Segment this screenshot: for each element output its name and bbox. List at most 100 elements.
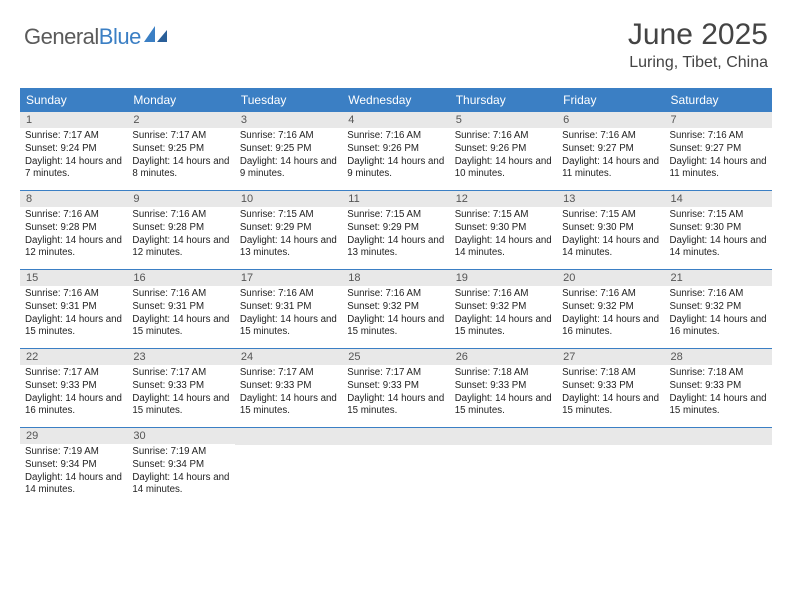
day-cell: 27Sunrise: 7:18 AMSunset: 9:33 PMDayligh… (557, 349, 664, 427)
day-body: Sunrise: 7:16 AMSunset: 9:32 PMDaylight:… (665, 286, 772, 343)
month-title: June 2025 (628, 18, 768, 52)
day-cell: 14Sunrise: 7:15 AMSunset: 9:30 PMDayligh… (665, 191, 772, 269)
day-number: 30 (127, 428, 234, 444)
day-cell: 16Sunrise: 7:16 AMSunset: 9:31 PMDayligh… (127, 270, 234, 348)
day-number: 19 (450, 270, 557, 286)
daylight-line: Daylight: 14 hours and 16 minutes. (25, 393, 123, 419)
daylight-line: Daylight: 14 hours and 14 minutes. (25, 472, 123, 498)
day-number (557, 428, 664, 445)
day-body: Sunrise: 7:17 AMSunset: 9:24 PMDaylight:… (20, 128, 127, 185)
day-header-row: SundayMondayTuesdayWednesdayThursdayFrid… (20, 88, 772, 112)
day-cell: 19Sunrise: 7:16 AMSunset: 9:32 PMDayligh… (450, 270, 557, 348)
logo-text-part2: Blue (99, 24, 141, 49)
sunrise-line: Sunrise: 7:16 AM (347, 288, 445, 301)
daylight-line: Daylight: 14 hours and 14 minutes. (455, 235, 553, 261)
sunrise-line: Sunrise: 7:17 AM (347, 367, 445, 380)
sunrise-line: Sunrise: 7:17 AM (240, 367, 338, 380)
sunset-line: Sunset: 9:31 PM (240, 301, 338, 314)
day-number: 28 (665, 349, 772, 365)
sunset-line: Sunset: 9:31 PM (25, 301, 123, 314)
daylight-line: Daylight: 14 hours and 16 minutes. (562, 314, 660, 340)
day-number: 6 (557, 112, 664, 128)
day-body: Sunrise: 7:17 AMSunset: 9:33 PMDaylight:… (127, 365, 234, 422)
day-body: Sunrise: 7:16 AMSunset: 9:32 PMDaylight:… (557, 286, 664, 343)
sunset-line: Sunset: 9:26 PM (455, 143, 553, 156)
day-body: Sunrise: 7:17 AMSunset: 9:33 PMDaylight:… (20, 365, 127, 422)
day-cell: 7Sunrise: 7:16 AMSunset: 9:27 PMDaylight… (665, 112, 772, 190)
day-cell (665, 428, 772, 506)
day-header-cell: Saturday (665, 88, 772, 112)
week-row: 1Sunrise: 7:17 AMSunset: 9:24 PMDaylight… (20, 112, 772, 191)
sunset-line: Sunset: 9:30 PM (670, 222, 768, 235)
daylight-line: Daylight: 14 hours and 15 minutes. (347, 393, 445, 419)
daylight-line: Daylight: 14 hours and 15 minutes. (455, 393, 553, 419)
day-body: Sunrise: 7:18 AMSunset: 9:33 PMDaylight:… (450, 365, 557, 422)
day-body: Sunrise: 7:18 AMSunset: 9:33 PMDaylight:… (665, 365, 772, 422)
day-cell (342, 428, 449, 506)
day-header-cell: Friday (557, 88, 664, 112)
daylight-line: Daylight: 14 hours and 15 minutes. (25, 314, 123, 340)
sunrise-line: Sunrise: 7:16 AM (455, 130, 553, 143)
week-row: 15Sunrise: 7:16 AMSunset: 9:31 PMDayligh… (20, 270, 772, 349)
day-body: Sunrise: 7:19 AMSunset: 9:34 PMDaylight:… (20, 444, 127, 501)
location: Luring, Tibet, China (628, 54, 768, 72)
day-cell (450, 428, 557, 506)
logo: GeneralBlue (24, 18, 170, 50)
daylight-line: Daylight: 14 hours and 15 minutes. (347, 314, 445, 340)
day-number: 18 (342, 270, 449, 286)
sunrise-line: Sunrise: 7:17 AM (25, 367, 123, 380)
day-cell: 21Sunrise: 7:16 AMSunset: 9:32 PMDayligh… (665, 270, 772, 348)
daylight-line: Daylight: 14 hours and 13 minutes. (240, 235, 338, 261)
logo-text: GeneralBlue (24, 24, 141, 50)
weeks-container: 1Sunrise: 7:17 AMSunset: 9:24 PMDaylight… (20, 112, 772, 506)
day-body: Sunrise: 7:17 AMSunset: 9:33 PMDaylight:… (235, 365, 342, 422)
day-body: Sunrise: 7:15 AMSunset: 9:30 PMDaylight:… (557, 207, 664, 264)
day-cell: 11Sunrise: 7:15 AMSunset: 9:29 PMDayligh… (342, 191, 449, 269)
daylight-line: Daylight: 14 hours and 7 minutes. (25, 156, 123, 182)
day-cell: 10Sunrise: 7:15 AMSunset: 9:29 PMDayligh… (235, 191, 342, 269)
week-row: 29Sunrise: 7:19 AMSunset: 9:34 PMDayligh… (20, 428, 772, 506)
sunset-line: Sunset: 9:33 PM (347, 380, 445, 393)
day-number: 8 (20, 191, 127, 207)
day-body: Sunrise: 7:19 AMSunset: 9:34 PMDaylight:… (127, 444, 234, 501)
day-body: Sunrise: 7:16 AMSunset: 9:26 PMDaylight:… (342, 128, 449, 185)
day-number (235, 428, 342, 445)
sunset-line: Sunset: 9:30 PM (562, 222, 660, 235)
daylight-line: Daylight: 14 hours and 15 minutes. (562, 393, 660, 419)
sunset-line: Sunset: 9:25 PM (240, 143, 338, 156)
daylight-line: Daylight: 14 hours and 14 minutes. (562, 235, 660, 261)
day-cell: 3Sunrise: 7:16 AMSunset: 9:25 PMDaylight… (235, 112, 342, 190)
day-body (342, 445, 449, 503)
sunrise-line: Sunrise: 7:16 AM (670, 130, 768, 143)
day-number: 1 (20, 112, 127, 128)
day-body: Sunrise: 7:16 AMSunset: 9:32 PMDaylight:… (450, 286, 557, 343)
sunrise-line: Sunrise: 7:16 AM (132, 288, 230, 301)
day-body: Sunrise: 7:16 AMSunset: 9:25 PMDaylight:… (235, 128, 342, 185)
sunset-line: Sunset: 9:26 PM (347, 143, 445, 156)
day-number: 17 (235, 270, 342, 286)
day-header-cell: Tuesday (235, 88, 342, 112)
daylight-line: Daylight: 14 hours and 15 minutes. (455, 314, 553, 340)
day-body: Sunrise: 7:16 AMSunset: 9:28 PMDaylight:… (127, 207, 234, 264)
sunrise-line: Sunrise: 7:16 AM (240, 130, 338, 143)
sunset-line: Sunset: 9:29 PM (240, 222, 338, 235)
week-row: 8Sunrise: 7:16 AMSunset: 9:28 PMDaylight… (20, 191, 772, 270)
day-body: Sunrise: 7:18 AMSunset: 9:33 PMDaylight:… (557, 365, 664, 422)
daylight-line: Daylight: 14 hours and 8 minutes. (132, 156, 230, 182)
sunset-line: Sunset: 9:29 PM (347, 222, 445, 235)
daylight-line: Daylight: 14 hours and 14 minutes. (670, 235, 768, 261)
day-number: 9 (127, 191, 234, 207)
day-number: 3 (235, 112, 342, 128)
sunset-line: Sunset: 9:34 PM (25, 459, 123, 472)
day-number: 22 (20, 349, 127, 365)
sunrise-line: Sunrise: 7:15 AM (670, 209, 768, 222)
sunrise-line: Sunrise: 7:17 AM (132, 130, 230, 143)
day-cell: 1Sunrise: 7:17 AMSunset: 9:24 PMDaylight… (20, 112, 127, 190)
day-cell: 23Sunrise: 7:17 AMSunset: 9:33 PMDayligh… (127, 349, 234, 427)
day-body: Sunrise: 7:16 AMSunset: 9:31 PMDaylight:… (127, 286, 234, 343)
day-header-cell: Wednesday (342, 88, 449, 112)
sunrise-line: Sunrise: 7:17 AM (132, 367, 230, 380)
day-number: 29 (20, 428, 127, 444)
daylight-line: Daylight: 14 hours and 15 minutes. (240, 314, 338, 340)
day-cell: 5Sunrise: 7:16 AMSunset: 9:26 PMDaylight… (450, 112, 557, 190)
